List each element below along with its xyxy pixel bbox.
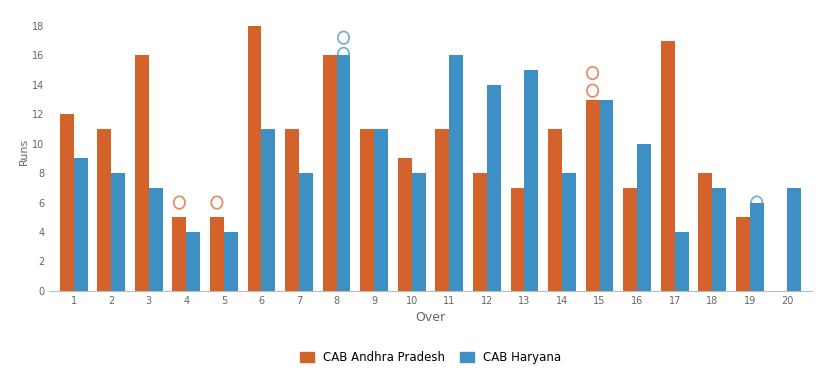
Bar [261, 129, 275, 291]
Bar [134, 55, 148, 291]
Bar [622, 188, 636, 291]
Bar [510, 188, 524, 291]
Bar [74, 159, 88, 291]
Bar [285, 129, 299, 291]
Bar [247, 26, 261, 291]
Bar [561, 173, 575, 291]
Bar [411, 173, 425, 291]
Bar [435, 129, 449, 291]
Bar [172, 217, 186, 291]
Bar [186, 232, 200, 291]
Bar [97, 129, 111, 291]
Bar [636, 144, 650, 291]
X-axis label: Over: Over [415, 311, 445, 325]
Bar [224, 232, 238, 291]
Bar [599, 100, 613, 291]
Bar [299, 173, 313, 291]
Bar [210, 217, 224, 291]
Bar [397, 159, 411, 291]
Bar [336, 55, 350, 291]
Bar [323, 55, 336, 291]
Bar [712, 188, 726, 291]
Bar [486, 85, 500, 291]
Bar [547, 129, 561, 291]
Bar [660, 41, 674, 291]
Bar [524, 70, 537, 291]
Y-axis label: Runs: Runs [19, 137, 29, 165]
Bar [786, 188, 800, 291]
Bar [749, 203, 762, 291]
Bar [360, 129, 373, 291]
Bar [449, 55, 463, 291]
Bar [60, 114, 74, 291]
Bar [674, 232, 688, 291]
Bar [148, 188, 162, 291]
Bar [698, 173, 712, 291]
Bar [473, 173, 486, 291]
Bar [111, 173, 125, 291]
Bar [735, 217, 749, 291]
Bar [585, 100, 599, 291]
Legend: CAB Andhra Pradesh, CAB Haryana: CAB Andhra Pradesh, CAB Haryana [296, 347, 564, 367]
Bar [373, 129, 387, 291]
